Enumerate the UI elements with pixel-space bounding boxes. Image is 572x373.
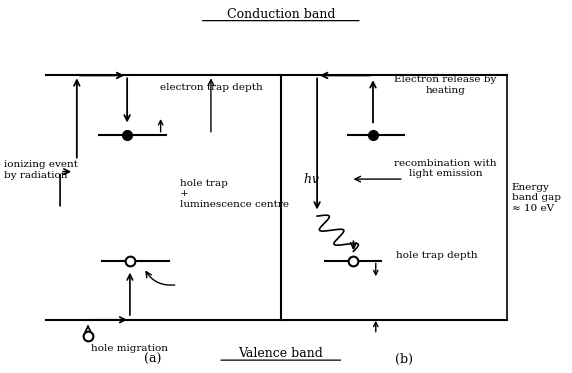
Text: (a): (a) <box>144 353 161 366</box>
Text: hole migration: hole migration <box>91 344 168 353</box>
Text: electron trap depth: electron trap depth <box>160 83 263 92</box>
Text: ionizing event
by radiation: ionizing event by radiation <box>4 160 78 179</box>
Text: Electron release by
heating: Electron release by heating <box>395 75 497 95</box>
Text: Energy
band gap
≈ 10 eV: Energy band gap ≈ 10 eV <box>511 183 561 213</box>
Text: (b): (b) <box>395 353 413 366</box>
Text: hole trap
+
luminescence centre: hole trap + luminescence centre <box>180 179 289 209</box>
Text: Valence band: Valence band <box>239 347 323 360</box>
Text: recombination with
light emission: recombination with light emission <box>394 159 497 178</box>
Text: h$\nu$: h$\nu$ <box>303 172 320 186</box>
Text: hole trap depth: hole trap depth <box>396 251 478 260</box>
Text: Conduction band: Conduction band <box>227 8 335 21</box>
